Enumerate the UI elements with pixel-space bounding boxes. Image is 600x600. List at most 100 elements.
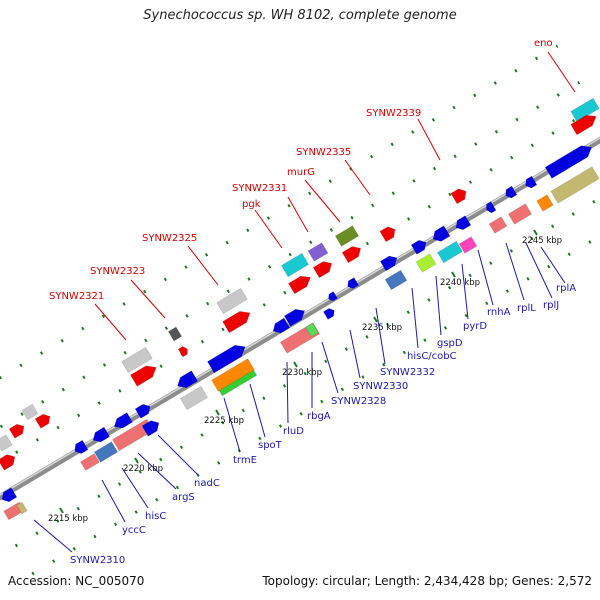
gene-feature-17 [34, 413, 51, 429]
blue-leader-14 [157, 434, 199, 476]
red-leader-4 [287, 196, 309, 233]
label-pyrd: pyrD [463, 321, 487, 332]
blue-gene-labels: rplA rplJ rplL rnhA pyrD gspD hisC/cobC … [70, 283, 576, 566]
gene-feature-52 [74, 439, 89, 454]
gene-feature-34 [415, 253, 437, 273]
label-args: argS [172, 492, 195, 503]
label-rpla: rplA [556, 283, 576, 294]
mid-strand-dashes [0, 81, 581, 429]
gene-feature-32 [458, 236, 478, 254]
label-synw2321: SYNW2321 [49, 291, 104, 302]
gene-feature-31 [437, 240, 463, 264]
gene-feature-20 [0, 454, 16, 471]
gene-feature-3 [379, 226, 396, 243]
label-hisc: hisC [145, 511, 166, 522]
scale-label-2240: 2240 kbp [440, 278, 480, 288]
bottom-strand-dashes [31, 234, 600, 576]
blue-leader-0 [540, 246, 566, 284]
label-rlud: rluD [283, 426, 304, 437]
gene-feature-43 [305, 322, 319, 338]
blue-leader-11 [286, 361, 289, 424]
blue-leader-5 [435, 275, 442, 336]
gene-feature-47 [177, 370, 199, 389]
label-synw2331: SYNW2331 [232, 183, 287, 194]
gene-feature-7 [312, 261, 333, 279]
blue-leader-7 [375, 307, 386, 365]
gene-feature-9 [288, 275, 311, 295]
gene-feature-10 [216, 287, 248, 315]
gene-feature-25 [536, 194, 554, 212]
scale-tick-2 [215, 409, 220, 416]
gene-feature-27 [488, 216, 508, 234]
label-synw2323: SYNW2323 [90, 266, 145, 277]
scale-tick-0 [59, 507, 64, 514]
gene-feature-46 [218, 369, 258, 397]
gene-features [0, 97, 600, 521]
label-hisc-cobc: hisC/cobC [407, 351, 457, 362]
gene-feature-12 [167, 326, 183, 342]
blue-leader-13 [223, 397, 241, 453]
gene-feature-22 [525, 175, 538, 189]
scale-label-2230: 2230 kbp [282, 368, 322, 378]
genome-summary-text: Topology: circular; Length: 2,434,428 bp… [262, 574, 592, 588]
gene-feature-8 [280, 252, 310, 278]
red-leader-7 [130, 279, 166, 319]
scale-tick-5 [451, 271, 456, 278]
label-spot: spoT [258, 440, 283, 451]
gene-feature-28 [486, 201, 497, 214]
label-trme: trmE [233, 455, 257, 466]
label-synw2332: SYNW2332 [380, 367, 435, 378]
label-murg: murG [287, 167, 315, 178]
gene-feature-15 [130, 365, 157, 387]
gene-feature-4 [334, 225, 360, 247]
gene-feature-57 [1, 487, 18, 503]
scale-ticks: 2215 kbp 2220 kbp 2225 kbp 2230 kbp 2235… [48, 229, 562, 524]
gene-feature-30 [432, 225, 451, 242]
gene-feature-45 [211, 358, 255, 392]
gene-feature-50 [113, 412, 133, 429]
lower-strand-dashes [14, 196, 600, 548]
gene-feature-24 [550, 166, 600, 204]
label-pgk: pgk [242, 199, 261, 210]
label-synw2325: SYNW2325 [142, 233, 197, 244]
blue-leader-12 [249, 383, 266, 438]
red-leader-8 [94, 303, 127, 341]
gene-feature-14 [121, 346, 153, 374]
label-synw2330: SYNW2330 [353, 381, 408, 392]
label-rnha: rnhA [487, 307, 511, 318]
red-leader-3 [304, 179, 341, 223]
gene-feature-26 [507, 203, 533, 225]
gene-feature-54 [93, 441, 119, 463]
label-synw2339: SYNW2339 [366, 108, 421, 119]
gene-feature-37 [347, 277, 360, 289]
red-leader-0 [547, 51, 576, 93]
gene-feature-2 [450, 188, 467, 205]
gene-feature-23 [505, 185, 518, 199]
gene-feature-38 [328, 291, 338, 302]
gene-feature-21 [544, 145, 592, 179]
blue-leader-9 [321, 341, 339, 394]
gene-feature-48 [179, 385, 209, 411]
red-gene-labels: eno SYNW2339 SYNW2335 murG SYNW2331 pgk … [49, 38, 553, 302]
gene-feature-0 [570, 97, 600, 123]
scale-tick-4 [373, 316, 378, 323]
gene-feature-5 [341, 246, 362, 264]
scale-label-2225: 2225 kbp [204, 416, 244, 426]
red-leader-2 [344, 159, 371, 196]
scale-tick-6 [533, 229, 538, 236]
blue-leader-18 [33, 519, 73, 553]
gene-feature-39 [322, 308, 335, 320]
label-rplj: rplJ [543, 300, 559, 311]
scale-label-2245: 2245 kbp [522, 236, 562, 246]
label-synw2328: SYNW2328 [331, 396, 386, 407]
gene-feature-41 [272, 317, 291, 334]
gene-feature-59 [16, 501, 28, 515]
red-leader-1 [417, 118, 441, 161]
outer-strand-dashes [0, 44, 559, 380]
blue-leader-17 [101, 479, 126, 523]
gene-feature-18 [8, 423, 25, 439]
gene-feature-1 [570, 114, 597, 136]
gene-feature-40 [283, 308, 305, 327]
gene-feature-56 [141, 420, 160, 437]
gene-feature-36 [384, 269, 408, 291]
